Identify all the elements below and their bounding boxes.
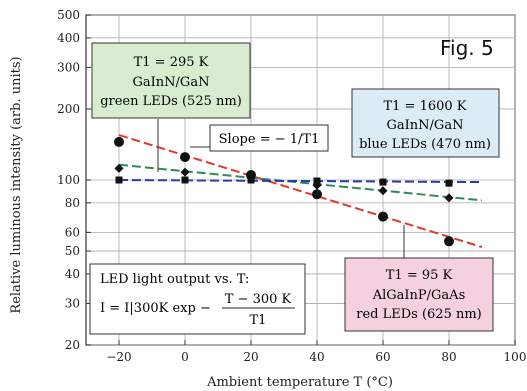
data-point-series-3 xyxy=(181,176,189,184)
annotation-blue: T1 = 1600 K GaInN/GaN blue LEDs (470 nm) xyxy=(351,88,500,158)
y-tick-label: 200 xyxy=(57,102,80,116)
y-tick-label: 500 xyxy=(57,8,80,22)
data-point-series-1 xyxy=(312,189,322,200)
data-point-series-3 xyxy=(313,177,321,185)
x-tick-label: −20 xyxy=(106,350,131,364)
x-tick-label: 20 xyxy=(243,350,258,364)
data-point-series-3 xyxy=(379,178,387,186)
x-tick-label: 100 xyxy=(504,350,527,364)
data-point-series-1 xyxy=(114,136,124,147)
data-point-series-1 xyxy=(378,211,388,222)
y-tick-label: 300 xyxy=(57,60,80,74)
figure-label: Fig. 5 xyxy=(440,36,494,60)
y-tick-label: 40 xyxy=(65,267,80,281)
y-tick-label: 20 xyxy=(65,338,80,352)
formula-numerator: T − 300 K xyxy=(225,292,292,307)
annotation-green-line2: GaInN/GaN xyxy=(133,75,210,90)
data-point-series-1 xyxy=(180,152,190,163)
y-tick-label: 100 xyxy=(57,173,80,187)
x-tick-label: 60 xyxy=(375,350,390,364)
annotation-formula-box xyxy=(89,263,306,335)
annotation-green: T1 = 295 K GaInN/GaN green LEDs (525 nm) xyxy=(91,42,251,119)
leader-lines xyxy=(157,119,405,258)
annotation-red-box xyxy=(344,257,494,332)
data-point-series-3 xyxy=(445,179,453,187)
annotation-blue-line2: GaInN/GaN xyxy=(387,118,464,133)
data-point-series-3 xyxy=(247,176,255,184)
x-tick-label: 40 xyxy=(309,350,324,364)
annotation-red-line3: red LEDs (625 nm) xyxy=(356,307,482,322)
annotation-formula: LED light output vs. T: I = I|300K exp −… xyxy=(89,263,306,335)
data-point-series-2 xyxy=(378,186,388,196)
x-tick-label: 0 xyxy=(181,350,189,364)
x-tick-label: 80 xyxy=(441,350,456,364)
annotation-red: T1 = 95 K AlGaInP/GaAs red LEDs (625 nm) xyxy=(344,257,494,332)
fit-line-series-1 xyxy=(118,134,483,248)
fit-line-series-3 xyxy=(118,179,483,184)
x-axis-ticks: −20 0 20 40 60 80 100 xyxy=(106,340,526,364)
y-tick-label: 80 xyxy=(65,196,80,210)
y-axis-label: Relative luminous intensity (arb. units) xyxy=(9,56,24,313)
annotation-red-line1: T1 = 95 K xyxy=(386,268,453,283)
data-markers xyxy=(114,136,454,247)
data-point-series-1 xyxy=(444,236,454,247)
annotation-slope: Slope = − 1/T1 xyxy=(209,124,329,152)
formula-line1: LED light output vs. T: xyxy=(100,272,249,287)
x-axis-label: Ambient temperature T (°C) xyxy=(206,375,393,390)
data-point-series-3 xyxy=(115,176,123,184)
fit-line-series-2 xyxy=(118,163,483,202)
formula-lhs: I = I|300K exp − xyxy=(100,301,211,316)
y-tick-label: 50 xyxy=(65,244,80,258)
y-tick-label: 400 xyxy=(57,31,80,45)
y-tick-label: 60 xyxy=(65,225,80,239)
annotation-slope-box xyxy=(209,124,329,152)
data-point-series-2 xyxy=(180,167,190,177)
annotation-green-line1: T1 = 295 K xyxy=(134,55,209,70)
fit-lines xyxy=(118,134,483,248)
formula-denominator: T1 xyxy=(250,313,267,328)
annotation-red-line2: AlGaInP/GaAs xyxy=(372,288,466,303)
annotation-blue-box xyxy=(351,88,500,158)
data-point-series-2 xyxy=(114,163,124,173)
annotation-blue-line3: blue LEDs (470 nm) xyxy=(359,137,491,152)
annotation-green-line3: green LEDs (525 nm) xyxy=(100,94,242,109)
y-tick-label: 30 xyxy=(65,296,80,310)
annotation-blue-line1: T1 = 1600 K xyxy=(383,99,466,114)
annotation-slope-text: Slope = − 1/T1 xyxy=(219,132,320,147)
annotation-green-box xyxy=(91,42,251,119)
data-point-series-2 xyxy=(444,193,454,203)
